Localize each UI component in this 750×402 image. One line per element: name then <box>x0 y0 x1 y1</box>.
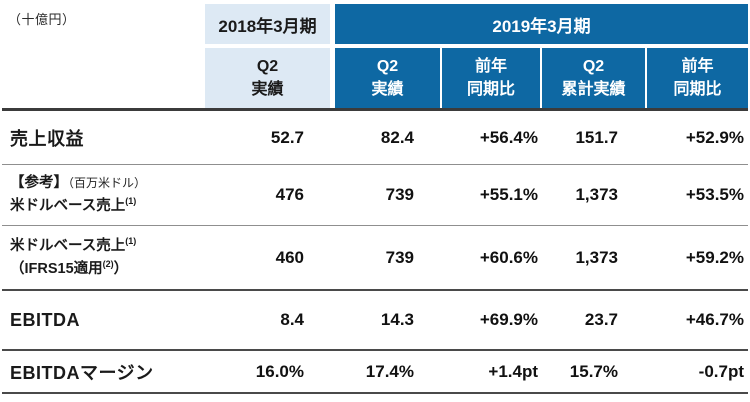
column-gap <box>330 4 335 44</box>
cell-ifrs15-2019q2: 739 <box>385 247 414 267</box>
cell-usdref-cumulative-yoy: +53.5% <box>685 185 744 204</box>
table-row-revenue: 売上収益 52.7 82.4 +56.4% 151.7 +52.9% <box>2 111 748 165</box>
cell-margin-2018q2: 16.0% <box>255 361 304 381</box>
header-spacer <box>2 48 205 108</box>
header-subrow: Q2 実績 Q2 実績 前年 同期比 Q2 累計実績 前年 同期比 <box>2 48 748 108</box>
financial-results-table: 2018年3月期 2019年3月期 Q2 実績 Q2 実績 前年 同期比 Q2 … <box>2 4 748 394</box>
row-label-revenue: 売上収益 <box>2 125 205 151</box>
row-label-line2: （IFRS15適用(2)） <box>10 258 205 281</box>
row-label-line1: 【参考】（百万米ドル） <box>10 173 205 195</box>
cell-margin-cumulative: 15.7% <box>569 361 618 381</box>
cell-revenue-cumulative: 151.7 <box>575 127 618 147</box>
row-label-ebitda-margin: EBITDAマージン <box>2 359 205 385</box>
row-label-text: EBITDAマージン <box>10 362 154 383</box>
subheader-fy2019-q2-cumulative: Q2 累計実績 <box>540 48 645 108</box>
cell-revenue-2019q2: 82.4 <box>380 127 414 147</box>
row-label-line2: 米ドルベース売上(1) <box>10 195 205 218</box>
cell-ifrs15-2018q2: 460 <box>275 247 304 267</box>
header-group-row: 2018年3月期 2019年3月期 <box>2 4 748 44</box>
cell-usdref-2018q2: 476 <box>275 185 304 204</box>
footnote-marker-2: (2) <box>102 258 114 269</box>
cell-revenue-yoy: +56.4% <box>479 127 538 147</box>
cell-margin-2019q2: 17.4% <box>365 361 414 381</box>
cell-ifrs15-yoy: +60.6% <box>479 247 538 267</box>
cell-ifrs15-cumulative-yoy: +59.2% <box>685 247 744 267</box>
row-label-line1: 米ドルベース売上(1) <box>10 235 205 258</box>
cell-ebitda-yoy: +69.9% <box>479 310 538 329</box>
cell-ifrs15-cumulative: 1,373 <box>575 247 618 267</box>
table-row-usd-sales-ifrs15: 米ドルベース売上(1) （IFRS15適用(2)） 460 739 +60.6%… <box>2 226 748 291</box>
cell-ebitda-2019q2: 14.3 <box>380 310 414 329</box>
subheader-fy2019-yoy: 前年 同期比 <box>440 48 540 108</box>
cell-usdref-2019q2: 739 <box>385 185 414 204</box>
row-label-text: 売上収益 <box>10 128 84 149</box>
row-label-text: （IFRS15適用 <box>10 260 103 277</box>
cell-margin-cumulative-yoy: -0.7pt <box>698 361 744 381</box>
table-row-usd-sales-reference: 【参考】（百万米ドル） 米ドルベース売上(1) 476 739 +55.1% 1… <box>2 165 748 226</box>
col-group-fy2019: 2019年3月期 <box>335 4 748 44</box>
cell-usdref-cumulative: 1,373 <box>575 185 618 204</box>
row-label-usd-sales-reference: 【参考】（百万米ドル） 米ドルベース売上(1) <box>2 173 205 217</box>
row-label-ebitda: EBITDA <box>2 310 205 331</box>
table-body: 売上収益 52.7 82.4 +56.4% 151.7 +52.9% 【参考】（… <box>2 108 748 394</box>
row-label-text: 米ドルベース売上 <box>10 237 126 254</box>
table-row-ebitda: EBITDA 8.4 14.3 +69.9% 23.7 +46.7% <box>2 291 748 351</box>
row-label-text: EBITDA <box>10 309 80 330</box>
cell-ebitda-2018q2: 8.4 <box>280 310 304 329</box>
subheader-fy2018-q2-actual: Q2 実績 <box>205 48 330 108</box>
reference-tag: 【参考】 <box>10 174 68 191</box>
cell-usdref-yoy: +55.1% <box>479 185 538 204</box>
cell-revenue-cumulative-yoy: +52.9% <box>685 127 744 147</box>
reference-unit: （百万米ドル） <box>68 175 147 190</box>
header-spacer <box>2 4 205 44</box>
cell-ebitda-cumulative-yoy: +46.7% <box>685 310 744 329</box>
footnote-marker-1: (1) <box>125 235 137 246</box>
cell-revenue-2018q2: 52.7 <box>270 127 304 147</box>
row-label-text: 米ドルベース売上 <box>10 197 126 214</box>
column-gap <box>330 48 335 108</box>
table-row-ebitda-margin: EBITDAマージン 16.0% 17.4% +1.4pt 15.7% -0.7… <box>2 351 748 394</box>
cell-ebitda-cumulative: 23.7 <box>584 310 618 329</box>
row-label-text: ） <box>113 260 129 277</box>
row-label-usd-sales-ifrs15: 米ドルベース売上(1) （IFRS15適用(2)） <box>2 235 205 280</box>
unit-label: （十億円） <box>8 12 76 27</box>
subheader-fy2019-yoy-cumulative: 前年 同期比 <box>645 48 748 108</box>
cell-margin-yoy: +1.4pt <box>488 361 538 381</box>
subheader-fy2019-q2-actual: Q2 実績 <box>335 48 440 108</box>
footnote-marker-1: (1) <box>125 195 137 206</box>
col-group-fy2018: 2018年3月期 <box>205 4 330 44</box>
